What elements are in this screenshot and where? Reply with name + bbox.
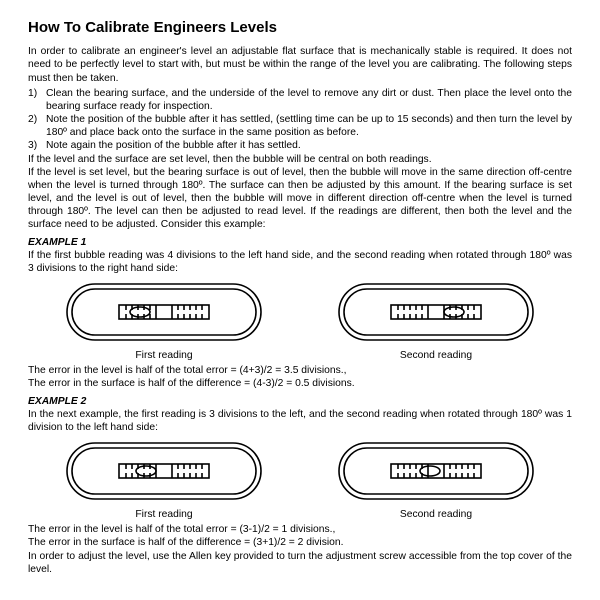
example2-second-cell: Second reading bbox=[336, 440, 536, 521]
example2-first-label: First reading bbox=[135, 508, 192, 521]
step-1-text: Clean the bearing surface, and the under… bbox=[42, 87, 572, 113]
step-2-number: 2) bbox=[28, 113, 42, 139]
step-2-text: Note the position of the bubble after it… bbox=[42, 113, 572, 139]
example1-head: EXAMPLE 1 bbox=[28, 236, 572, 249]
example1-second-label: Second reading bbox=[400, 349, 472, 362]
example2-first-cell: First reading bbox=[64, 440, 264, 521]
example1-first-label: First reading bbox=[135, 349, 192, 362]
example1-second-cell: Second reading bbox=[336, 281, 536, 362]
example1-result1: The error in the level is half of the to… bbox=[28, 364, 572, 377]
level-diagram-ex2-second bbox=[336, 440, 536, 502]
example2-head: EXAMPLE 2 bbox=[28, 395, 572, 408]
level-diagram-ex1-first bbox=[64, 281, 264, 343]
step-3-number: 3) bbox=[28, 139, 42, 152]
example1-result2: The error in the surface is half of the … bbox=[28, 377, 572, 390]
level-diagram-ex2-first bbox=[64, 440, 264, 502]
step-2: 2) Note the position of the bubble after… bbox=[28, 113, 572, 139]
after-steps-2: If the level is set level, but the beari… bbox=[28, 166, 572, 232]
page-title: How To Calibrate Engineers Levels bbox=[28, 18, 572, 37]
intro-paragraph: In order to calibrate an engineer's leve… bbox=[28, 45, 572, 85]
example1-text: If the first bubble reading was 4 divisi… bbox=[28, 249, 572, 275]
example2-text: In the next example, the first reading i… bbox=[28, 408, 572, 434]
step-3-text: Note again the position of the bubble af… bbox=[42, 139, 572, 152]
level-diagram-ex1-second bbox=[336, 281, 536, 343]
example2-second-label: Second reading bbox=[400, 508, 472, 521]
example2-result3: In order to adjust the level, use the Al… bbox=[28, 550, 572, 576]
example1-diagrams: First reading Second reading bbox=[28, 281, 572, 362]
example1-first-cell: First reading bbox=[64, 281, 264, 362]
example2-result1: The error in the level is half of the to… bbox=[28, 523, 572, 536]
step-1: 1) Clean the bearing surface, and the un… bbox=[28, 87, 572, 113]
example2-diagrams: First reading Second reading bbox=[28, 440, 572, 521]
step-1-number: 1) bbox=[28, 87, 42, 113]
after-steps-1: If the level and the surface are set lev… bbox=[28, 153, 572, 166]
example2-result2: The error in the surface is half of the … bbox=[28, 536, 572, 549]
step-3: 3) Note again the position of the bubble… bbox=[28, 139, 572, 152]
